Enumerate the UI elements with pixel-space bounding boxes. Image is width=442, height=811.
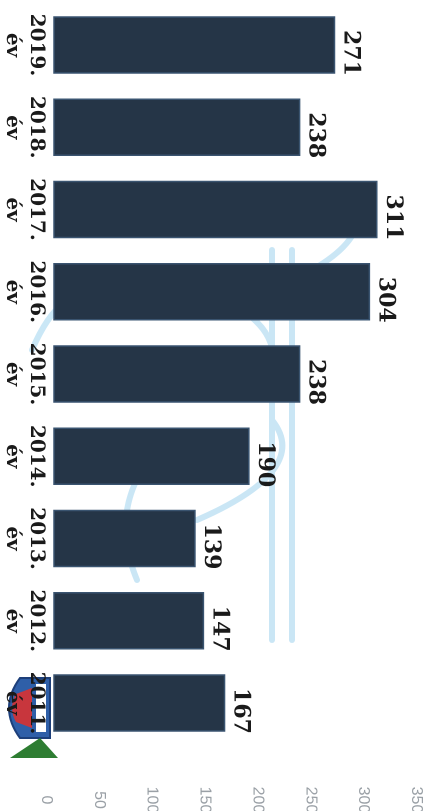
bar [53, 509, 196, 568]
bar [53, 592, 205, 650]
bar-value-label: 304 [373, 277, 399, 323]
y-tick-label: 200 [249, 787, 266, 811]
category-label: év [2, 526, 26, 552]
y-tick-label: 300 [355, 787, 372, 811]
category-label: 2017. [26, 178, 50, 241]
bar [53, 427, 250, 485]
category-labels: 2011.év2012.év2013.év2014.év2015.év2016.… [2, 14, 50, 735]
category-label: 2013. [26, 507, 50, 570]
shield-emblem-icon [8, 677, 58, 758]
bar [53, 674, 226, 732]
category-label: 2012. [26, 589, 50, 652]
category-label: 2018. [26, 96, 50, 159]
y-tick-label: 350 [408, 787, 425, 811]
category-label: 2015. [26, 343, 50, 406]
category-label: év [2, 444, 26, 470]
category-label: 2011. [26, 672, 50, 735]
category-label: év [2, 197, 26, 223]
y-tick-label: 50 [91, 791, 108, 809]
value-labels: 167 147 139 190 238 304 311 238 271 [199, 30, 407, 734]
bar-value-label: 271 [338, 30, 364, 76]
y-tick-label: 250 [302, 787, 319, 811]
bar-value-label: 139 [199, 524, 225, 570]
bar-value-label: 238 [304, 112, 330, 158]
bar-value-label: 190 [253, 441, 279, 487]
y-tick-label: 150 [197, 787, 214, 811]
category-label: év [2, 691, 26, 717]
category-label: év [2, 115, 26, 141]
category-label: 2016. [26, 260, 50, 323]
bar-value-label: 311 [381, 195, 407, 241]
bar [53, 98, 301, 156]
category-label: év [2, 33, 26, 59]
bars [53, 16, 378, 732]
bar-value-label: 167 [229, 688, 255, 734]
y-axis: 0 50 100 150 200 250 300 350 [38, 787, 425, 811]
y-tick-label: 100 [144, 787, 161, 811]
category-label: év [2, 609, 26, 635]
bar-value-label: 147 [207, 606, 233, 652]
category-label: 2019. [26, 14, 50, 77]
category-label: 2014. [26, 425, 50, 488]
y-tick-label: 0 [38, 796, 55, 805]
bar [53, 345, 301, 403]
bar [53, 16, 336, 74]
category-label: év [2, 280, 26, 306]
category-label: év [2, 362, 26, 388]
bar [53, 180, 378, 239]
bar [53, 263, 371, 321]
bar-value-label: 238 [304, 359, 330, 405]
